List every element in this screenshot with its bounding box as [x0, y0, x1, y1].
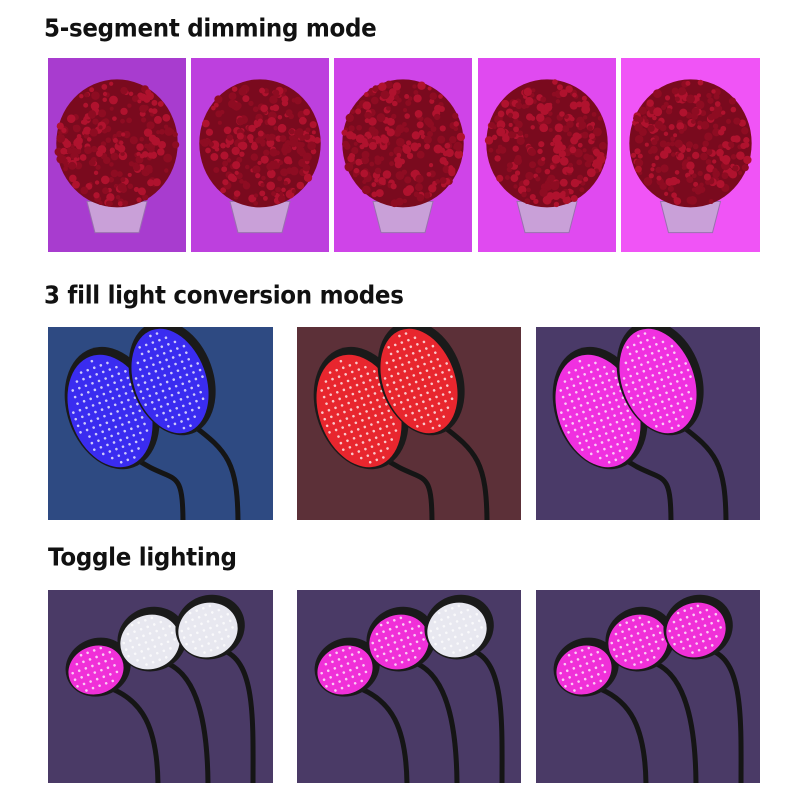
- gooseneck: [360, 686, 410, 783]
- led-array: [668, 604, 722, 654]
- grow-lamp-3: [663, 594, 744, 783]
- led-array: [320, 359, 398, 464]
- grow-lamp-2: [128, 327, 241, 520]
- lamp-face: [131, 328, 209, 434]
- lamp2-panel-2: [297, 327, 521, 520]
- led-array: [71, 646, 119, 692]
- flower-panel-2: [191, 58, 329, 252]
- gooseneck: [381, 455, 435, 520]
- gooseneck: [132, 455, 186, 520]
- grow-lamp-1: [553, 637, 649, 783]
- gooseneck: [712, 649, 744, 783]
- led-array: [320, 646, 368, 692]
- grow-lamp-2: [366, 606, 460, 783]
- lamp-face: [619, 328, 697, 434]
- grow-lamp-3: [175, 594, 256, 783]
- gooseneck: [190, 422, 241, 520]
- lamp-face: [666, 602, 726, 658]
- flower-panel-3: [334, 58, 472, 252]
- grow-lamp-3: [424, 594, 505, 783]
- grow-lamp-2: [605, 606, 699, 783]
- led-array: [180, 604, 234, 654]
- led-array: [371, 616, 425, 666]
- flower-panel-5: [621, 58, 760, 252]
- lamp-face: [317, 645, 373, 695]
- grow-lamp-2: [616, 327, 729, 520]
- led-array: [610, 616, 664, 666]
- gooseneck: [599, 686, 649, 783]
- flower-pot-image: [341, 79, 466, 234]
- lamp-face: [120, 614, 180, 670]
- grow-lamp-1: [314, 637, 410, 783]
- led-array: [622, 332, 693, 430]
- gooseneck: [166, 661, 211, 783]
- lamp2-panel-1: [48, 327, 273, 520]
- lamp-face: [427, 602, 487, 658]
- lamp2-panel-3: [536, 327, 760, 520]
- lamp-face: [608, 614, 668, 670]
- grow-lamp-2: [377, 327, 490, 520]
- flower-panel-1: [48, 58, 186, 252]
- led-array: [134, 332, 205, 430]
- gooseneck: [620, 455, 674, 520]
- gooseneck: [111, 686, 161, 783]
- lamp-face: [556, 645, 612, 695]
- grow-lamp-1: [65, 637, 161, 783]
- gooseneck: [415, 661, 460, 783]
- gooseneck: [678, 422, 729, 520]
- section-title-dimming: 5-segment dimming mode: [44, 14, 377, 44]
- led-array: [429, 604, 483, 654]
- flower-panel-4: [478, 58, 616, 252]
- lamp3-panel-2: [297, 590, 521, 783]
- lamp-face: [380, 328, 458, 434]
- gooseneck: [224, 649, 256, 783]
- flower-pot-image: [54, 79, 180, 234]
- led-array: [122, 616, 176, 666]
- lamp-face: [178, 602, 238, 658]
- led-array: [559, 359, 637, 464]
- gooseneck: [439, 422, 490, 520]
- lamp3-panel-1: [48, 590, 273, 783]
- gooseneck: [654, 661, 699, 783]
- section-title-conversion-modes: 3 fill light conversion modes: [44, 281, 404, 311]
- led-array: [559, 646, 607, 692]
- flower-pot-image: [629, 79, 752, 234]
- lamp-face: [68, 645, 124, 695]
- gooseneck: [473, 649, 505, 783]
- lamp-face: [369, 614, 429, 670]
- led-array: [383, 332, 454, 430]
- grow-lamp-2: [117, 606, 211, 783]
- lamp3-panel-3: [536, 590, 760, 783]
- flower-pot-image: [484, 79, 608, 234]
- section-title-toggle-lighting: Toggle lighting: [48, 543, 237, 573]
- flower-pot-image: [199, 79, 321, 234]
